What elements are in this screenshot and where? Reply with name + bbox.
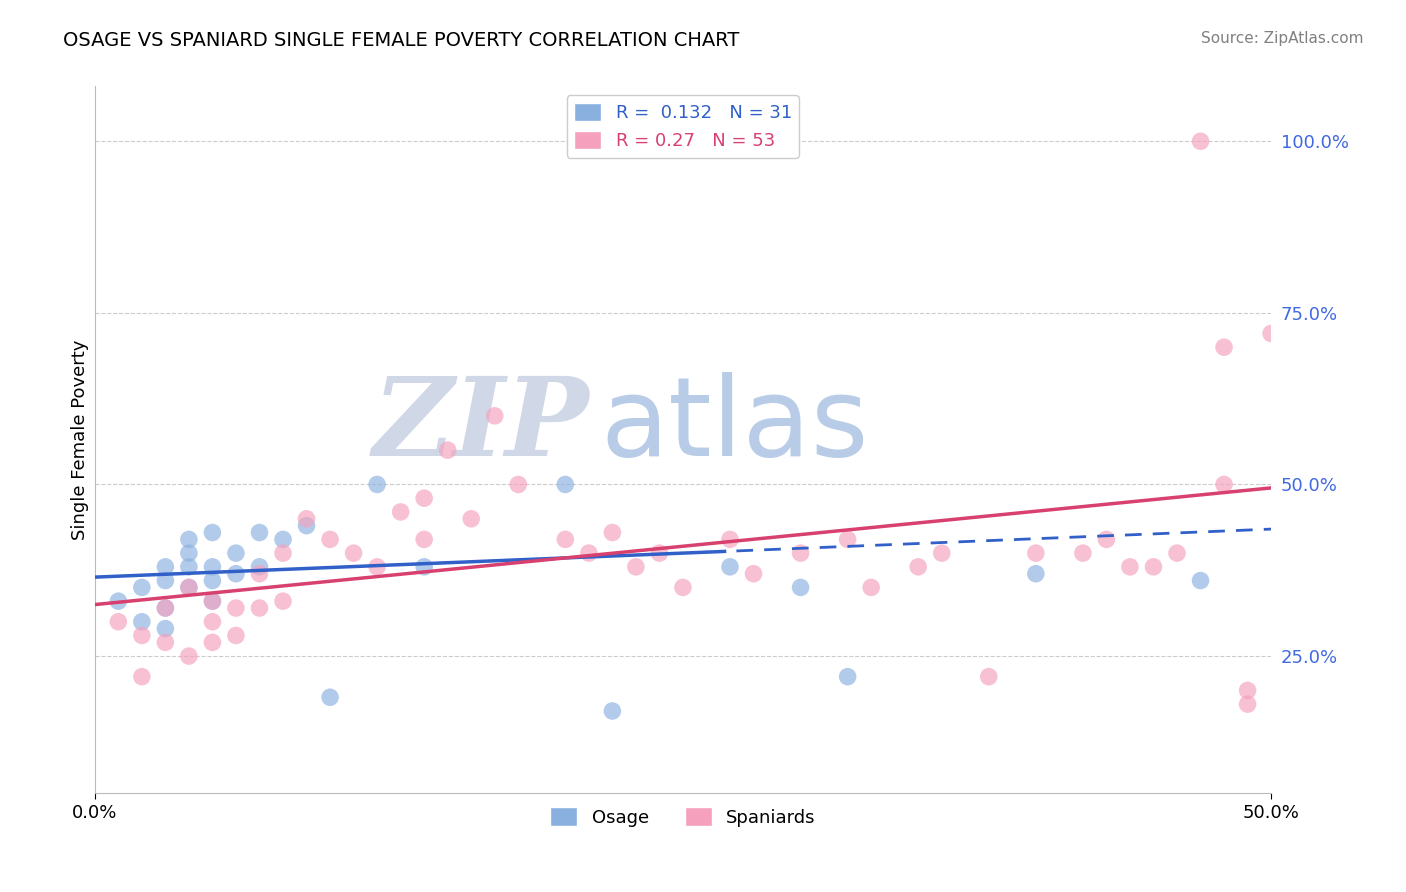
Point <box>1119 559 1142 574</box>
Point <box>107 594 129 608</box>
Point <box>436 443 458 458</box>
Point <box>1236 697 1258 711</box>
Point <box>201 635 224 649</box>
Point <box>837 533 859 547</box>
Point <box>295 518 318 533</box>
Point <box>1236 683 1258 698</box>
Point <box>155 635 177 649</box>
Y-axis label: Single Female Poverty: Single Female Poverty <box>72 340 89 540</box>
Point <box>201 594 224 608</box>
Point <box>624 559 647 574</box>
Point <box>177 581 200 595</box>
Point <box>837 670 859 684</box>
Point <box>155 574 177 588</box>
Point <box>718 533 741 547</box>
Point <box>201 615 224 629</box>
Point <box>460 512 482 526</box>
Point <box>249 601 271 615</box>
Point <box>508 477 530 491</box>
Point <box>177 649 200 664</box>
Point <box>1189 574 1212 588</box>
Point <box>648 546 671 560</box>
Point <box>602 704 624 718</box>
Point <box>177 533 200 547</box>
Point <box>249 559 271 574</box>
Point <box>249 525 271 540</box>
Point <box>977 670 1000 684</box>
Point <box>271 546 294 560</box>
Point <box>554 477 576 491</box>
Point <box>342 546 364 560</box>
Point <box>225 601 247 615</box>
Point <box>1260 326 1282 341</box>
Point <box>672 581 695 595</box>
Point <box>1025 566 1047 581</box>
Point <box>1166 546 1188 560</box>
Point <box>789 546 811 560</box>
Point <box>366 559 388 574</box>
Point <box>131 581 153 595</box>
Point <box>201 559 224 574</box>
Point <box>742 566 765 581</box>
Text: Source: ZipAtlas.com: Source: ZipAtlas.com <box>1201 31 1364 46</box>
Text: atlas: atlas <box>600 372 869 479</box>
Text: ZIP: ZIP <box>373 372 589 480</box>
Point <box>155 601 177 615</box>
Point <box>931 546 953 560</box>
Point <box>177 559 200 574</box>
Point <box>1142 559 1164 574</box>
Point <box>413 491 436 506</box>
Point <box>413 533 436 547</box>
Point <box>1213 477 1236 491</box>
Point <box>201 574 224 588</box>
Point <box>554 533 576 547</box>
Text: OSAGE VS SPANIARD SINGLE FEMALE POVERTY CORRELATION CHART: OSAGE VS SPANIARD SINGLE FEMALE POVERTY … <box>63 31 740 50</box>
Point <box>155 559 177 574</box>
Point <box>319 690 342 705</box>
Point <box>225 566 247 581</box>
Point <box>1025 546 1047 560</box>
Point <box>201 525 224 540</box>
Point <box>177 546 200 560</box>
Point <box>907 559 929 574</box>
Point <box>107 615 129 629</box>
Point <box>131 670 153 684</box>
Point <box>225 628 247 642</box>
Point <box>177 581 200 595</box>
Legend: Osage, Spaniards: Osage, Spaniards <box>543 800 823 834</box>
Point <box>860 581 883 595</box>
Point <box>201 594 224 608</box>
Point <box>271 594 294 608</box>
Point <box>789 581 811 595</box>
Point <box>718 559 741 574</box>
Point <box>271 533 294 547</box>
Point <box>1095 533 1118 547</box>
Point <box>155 622 177 636</box>
Point <box>131 628 153 642</box>
Point <box>131 615 153 629</box>
Point <box>389 505 412 519</box>
Point <box>295 512 318 526</box>
Point <box>578 546 600 560</box>
Point <box>1189 134 1212 148</box>
Point <box>155 601 177 615</box>
Point <box>602 525 624 540</box>
Point <box>1071 546 1094 560</box>
Point <box>249 566 271 581</box>
Point <box>413 559 436 574</box>
Point <box>366 477 388 491</box>
Point <box>319 533 342 547</box>
Point <box>1213 340 1236 354</box>
Point <box>225 546 247 560</box>
Point <box>484 409 506 423</box>
